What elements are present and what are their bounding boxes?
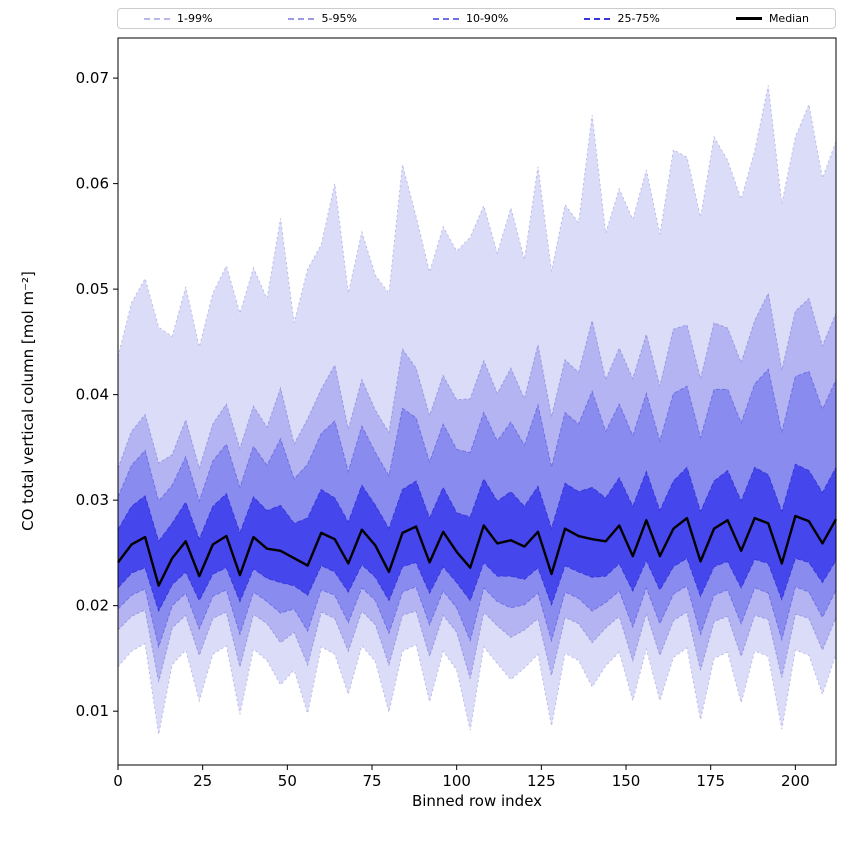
x-tick-label: 175 — [696, 772, 725, 790]
band-25-75% — [118, 464, 836, 611]
y-tick-label: 0.05 — [76, 280, 109, 298]
x-axis-label: Binned row index — [411, 792, 543, 810]
edge-upper-25-75% — [117, 463, 837, 543]
y-tick-label: 0.02 — [76, 597, 109, 615]
edge-upper-10-90% — [117, 368, 837, 503]
x-tick-label: 200 — [781, 772, 810, 790]
legend-line-25-75-icon — [584, 17, 611, 20]
legend-label-1-99: 1-99% — [177, 12, 213, 25]
edge-lower-5-95% — [117, 609, 837, 682]
y-axis-label: CO total vertical column [mol m⁻²] — [19, 271, 37, 531]
x-tick-label: 0 — [113, 772, 123, 790]
edge-upper-1-99% — [117, 85, 837, 357]
x-tick-label: 100 — [442, 772, 471, 790]
legend: 1-99% 5-95% 10-90% 25-75% Median — [117, 8, 836, 29]
x-tick-label: 25 — [193, 772, 212, 790]
legend-item-10-90: 10-90% — [432, 12, 509, 25]
legend-item-5-95: 5-95% — [288, 12, 357, 25]
legend-label-median: Median — [768, 12, 809, 25]
edge-lower-25-75% — [117, 557, 837, 613]
x-tick-label: 150 — [612, 772, 641, 790]
edge-lower-10-90% — [117, 584, 837, 649]
legend-line-median-icon — [735, 17, 762, 20]
legend-line-5-95-icon — [288, 17, 315, 20]
y-tick-label: 0.03 — [76, 491, 109, 509]
y-tick-label: 0.07 — [76, 69, 109, 87]
x-tick-label: 50 — [278, 772, 297, 790]
y-tick-label: 0.01 — [76, 702, 109, 720]
median-line — [117, 514, 838, 587]
legend-line-1-99-icon — [144, 17, 170, 20]
legend-item-median: Median — [735, 12, 809, 25]
edge-upper-5-95% — [117, 291, 837, 471]
legend-label-5-95: 5-95% — [321, 12, 357, 25]
y-tick-label: 0.04 — [76, 386, 109, 404]
legend-item-1-99: 1-99% — [144, 12, 212, 25]
y-tick-label: 0.06 — [76, 175, 109, 193]
x-tick-label: 125 — [527, 772, 556, 790]
legend-item-25-75: 25-75% — [584, 12, 660, 25]
x-tick-label: 75 — [362, 772, 381, 790]
legend-label-25-75: 25-75% — [617, 12, 660, 25]
legend-label-10-90: 10-90% — [465, 12, 509, 25]
legend-line-10-90-icon — [432, 17, 459, 20]
axes-frame — [117, 37, 837, 766]
